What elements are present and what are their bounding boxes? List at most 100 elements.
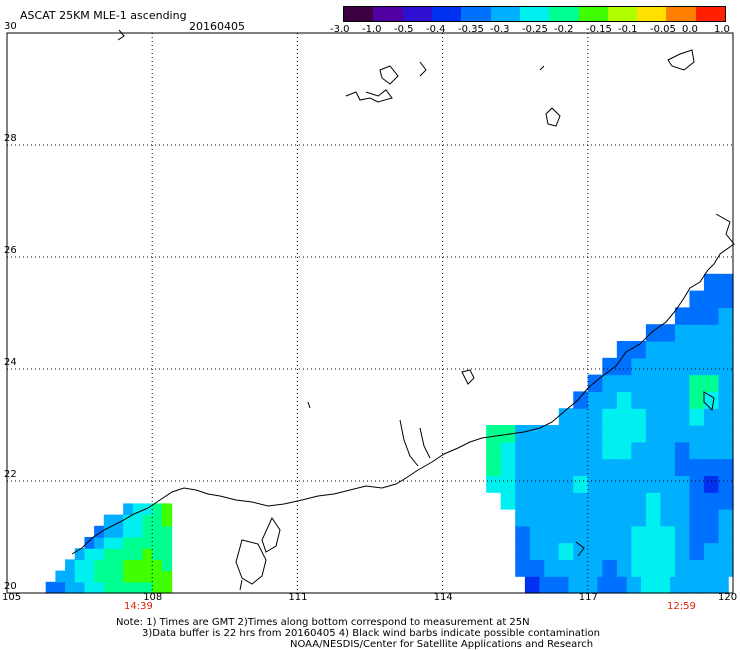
swath-cell	[587, 475, 603, 493]
colorbar-label: -0.25	[522, 24, 548, 35]
swath-cell	[703, 559, 720, 577]
swath-cell	[558, 408, 574, 426]
swath-cell	[631, 542, 647, 560]
swath-cell	[602, 391, 618, 409]
swath-cell	[568, 576, 584, 594]
swath-cell	[631, 391, 647, 409]
hainan-south	[239, 579, 243, 591]
hainan-island	[235, 539, 267, 585]
swath-cell	[529, 441, 545, 460]
swath-cell	[645, 525, 661, 544]
swath-cell	[558, 458, 574, 476]
swath-cell	[161, 559, 173, 572]
swath-cell	[152, 548, 163, 560]
swath-cell	[674, 391, 691, 409]
swath-cell	[602, 559, 618, 577]
pearl-river-estuary-east	[419, 427, 431, 459]
swath-cell	[142, 514, 153, 527]
pass-time-east: 12:59	[667, 601, 696, 612]
swath-cell	[718, 341, 734, 359]
swath-cell	[161, 503, 173, 516]
swath-cell	[587, 492, 603, 510]
colorbar-segment	[607, 7, 638, 21]
chart-title: ASCAT 25KM MLE-1 ascending	[20, 9, 187, 22]
swath-cell	[544, 441, 560, 460]
swath-cell	[641, 576, 657, 594]
swath-cell	[703, 441, 720, 460]
swath-cell	[558, 492, 574, 510]
swath-cell	[655, 576, 671, 594]
swath-cell	[582, 576, 599, 594]
swath-cell	[718, 441, 734, 460]
swath-cell	[616, 475, 632, 493]
colorbar-label: -0.15	[586, 24, 612, 35]
swath-cell	[645, 391, 661, 409]
swath-cell	[55, 581, 66, 594]
swath-cell	[94, 548, 105, 560]
swath-cell	[602, 425, 618, 443]
colorbar-segment	[490, 7, 520, 21]
colorbar-segment	[402, 7, 432, 21]
swath-cell	[631, 492, 647, 510]
swath-cell	[703, 324, 720, 342]
swath-cell	[616, 408, 632, 426]
swath-cell	[674, 509, 691, 527]
swath-cell	[631, 525, 647, 544]
swath-cell	[515, 542, 531, 560]
y-tick-label: 26	[4, 245, 17, 256]
swath-cell	[529, 509, 545, 527]
swath-cell	[718, 458, 734, 476]
swath-cell	[152, 559, 163, 572]
swath-cell	[45, 581, 56, 594]
swath-cell	[674, 357, 691, 376]
swath-cell	[660, 425, 676, 443]
colorbar-segment	[695, 7, 726, 21]
swath-cell	[689, 408, 705, 426]
swath-cell	[689, 307, 705, 325]
swath-cell	[113, 537, 124, 549]
swath-cell	[703, 374, 720, 392]
swath-cell	[123, 514, 134, 527]
swath-cell	[500, 425, 516, 443]
swath-cell	[544, 492, 560, 510]
swath-cell	[55, 570, 66, 583]
swath-cell	[631, 475, 647, 493]
swath-cell	[699, 576, 715, 594]
swath-cell	[703, 307, 720, 325]
swath-cell	[558, 559, 574, 577]
swath-cell	[529, 475, 545, 493]
swath-cell	[718, 290, 734, 308]
swath-cell	[674, 559, 691, 577]
swath-cell	[703, 357, 720, 376]
swath-cell	[645, 408, 661, 426]
island-i	[575, 541, 585, 557]
swath-cell	[103, 559, 115, 572]
swath-cell	[544, 525, 560, 544]
swath-cell	[132, 559, 144, 572]
swath-cell	[84, 559, 95, 572]
swath-cell	[544, 559, 560, 577]
swath-cell	[689, 324, 705, 342]
swath-cell	[631, 509, 647, 527]
island-h	[307, 401, 311, 409]
swath-cell	[161, 514, 173, 527]
colorbar-label: -0.5	[394, 24, 414, 35]
swath-cell	[74, 559, 86, 572]
swath-cell	[573, 391, 589, 409]
swath-cell	[123, 537, 134, 549]
swath-cell	[597, 576, 613, 594]
swath-cell	[718, 374, 734, 392]
y-tick-label: 30	[4, 21, 17, 32]
swath-cell	[631, 458, 647, 476]
swath-cell	[500, 475, 516, 493]
swath-cell	[515, 559, 531, 577]
swath-cell	[94, 559, 105, 572]
colorbar-segment	[666, 7, 696, 21]
swath-cell	[142, 570, 153, 583]
swath-cell	[113, 570, 124, 583]
swath-cell	[84, 537, 95, 549]
colorbar-label: 0.0	[682, 24, 698, 35]
swath-cell	[718, 425, 734, 443]
swath-cell	[558, 509, 574, 527]
